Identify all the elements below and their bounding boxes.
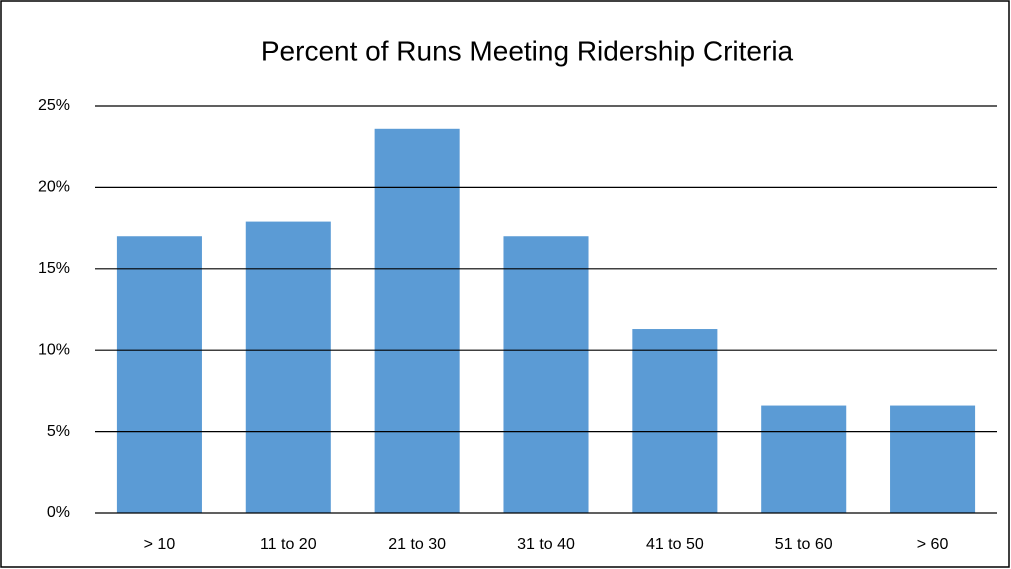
y-tick-label: 25%	[38, 97, 70, 114]
x-tick-label: 11 to 20	[260, 536, 317, 553]
x-tick-label: 41 to 50	[646, 536, 704, 553]
x-tick-label: > 10	[144, 536, 176, 553]
y-tick-label: 20%	[38, 179, 70, 196]
x-tick-label: 21 to 30	[388, 536, 446, 553]
bar	[761, 405, 847, 513]
y-tick-label: 0%	[47, 504, 70, 521]
y-tick-label: 5%	[47, 423, 70, 440]
x-tick-label: 31 to 40	[517, 536, 575, 553]
chart-title: Percent of Runs Meeting Ridership Criter…	[261, 35, 794, 66]
bar	[632, 329, 718, 513]
x-tick-label: > 60	[917, 536, 949, 553]
bar	[374, 128, 460, 514]
x-tick-label: 51 to 60	[775, 536, 833, 553]
y-tick-label: 10%	[38, 341, 70, 358]
y-tick-label: 15%	[38, 260, 70, 277]
bar	[116, 236, 202, 514]
bar	[503, 236, 589, 514]
bar	[245, 221, 331, 513]
bar	[890, 405, 976, 513]
